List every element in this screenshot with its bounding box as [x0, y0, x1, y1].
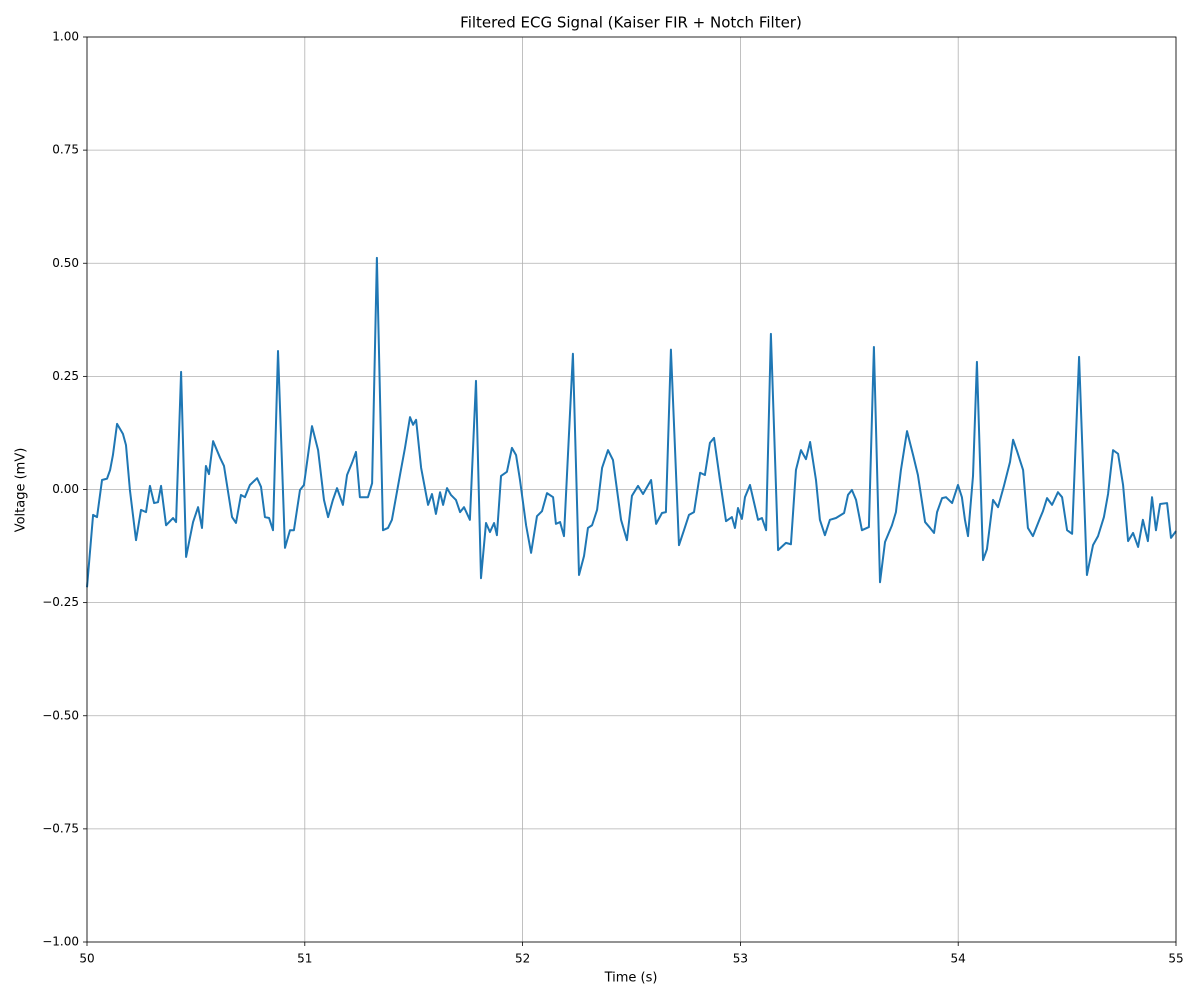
- y-tick-label: 0.50: [52, 256, 79, 270]
- y-axis-label: Voltage (mV): [14, 448, 29, 533]
- y-tick-label: −0.50: [42, 708, 79, 722]
- chart-title: Filtered ECG Signal (Kaiser FIR + Notch …: [460, 14, 802, 32]
- x-tick-label: 51: [297, 952, 312, 966]
- y-tick-label: 0.00: [52, 482, 79, 496]
- x-tick-label: 55: [1168, 952, 1183, 966]
- signal-line: [86, 256, 1177, 588]
- y-tick-label: 1.00: [52, 30, 79, 44]
- x-tick-label: 54: [951, 952, 966, 966]
- y-tick-label: −0.25: [42, 595, 79, 609]
- plot-frame: [86, 36, 1177, 943]
- y-tick-label: −0.75: [42, 821, 79, 835]
- x-tick-label: 50: [79, 952, 94, 966]
- x-tick-label: 53: [733, 952, 748, 966]
- x-tick-label: 52: [515, 952, 530, 966]
- y-tick-label: 0.75: [52, 143, 79, 157]
- x-axis-label: Time (s): [604, 971, 658, 986]
- y-tick-label: 0.25: [52, 369, 79, 383]
- y-tick-label: −1.00: [42, 935, 79, 949]
